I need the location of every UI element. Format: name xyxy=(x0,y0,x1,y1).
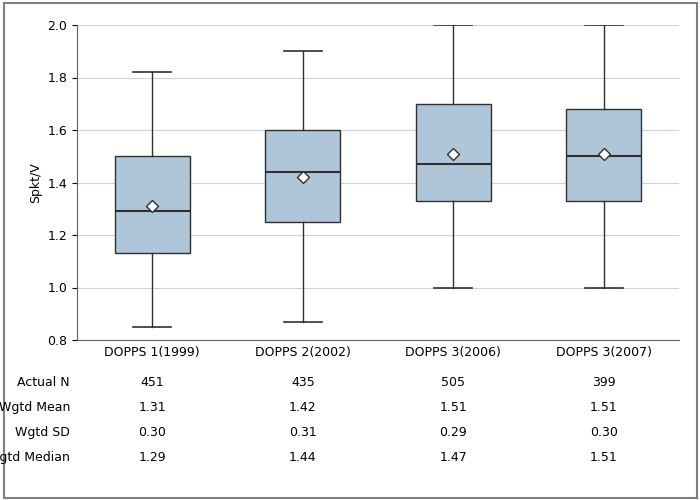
Text: Wgtd SD: Wgtd SD xyxy=(15,426,70,439)
Text: Actual N: Actual N xyxy=(18,376,70,389)
Text: DOPPS 2(2002): DOPPS 2(2002) xyxy=(255,346,351,359)
Text: DOPPS 1(1999): DOPPS 1(1999) xyxy=(104,346,200,359)
Text: 1.29: 1.29 xyxy=(139,451,166,464)
Text: Wgtd Median: Wgtd Median xyxy=(0,451,70,464)
Text: 451: 451 xyxy=(141,376,164,389)
Text: 435: 435 xyxy=(291,376,314,389)
PathPatch shape xyxy=(265,130,340,222)
Text: 1.44: 1.44 xyxy=(289,451,316,464)
Text: 0.30: 0.30 xyxy=(139,426,166,439)
Text: Wgtd Mean: Wgtd Mean xyxy=(0,401,70,414)
Text: DOPPS 3(2007): DOPPS 3(2007) xyxy=(556,346,652,359)
PathPatch shape xyxy=(416,104,491,201)
Text: 1.31: 1.31 xyxy=(139,401,166,414)
Text: 0.31: 0.31 xyxy=(289,426,316,439)
Text: 1.51: 1.51 xyxy=(590,451,617,464)
Text: DOPPS 3(2006): DOPPS 3(2006) xyxy=(405,346,501,359)
Text: 0.29: 0.29 xyxy=(440,426,467,439)
Text: 0.30: 0.30 xyxy=(590,426,617,439)
Text: 1.51: 1.51 xyxy=(590,401,617,414)
PathPatch shape xyxy=(115,156,190,254)
Text: 1.51: 1.51 xyxy=(440,401,467,414)
Text: 1.47: 1.47 xyxy=(440,451,467,464)
Text: 505: 505 xyxy=(441,376,466,389)
Text: 399: 399 xyxy=(592,376,615,389)
Text: 1.42: 1.42 xyxy=(289,401,316,414)
Y-axis label: Spkt/V: Spkt/V xyxy=(29,162,42,203)
PathPatch shape xyxy=(566,109,641,201)
